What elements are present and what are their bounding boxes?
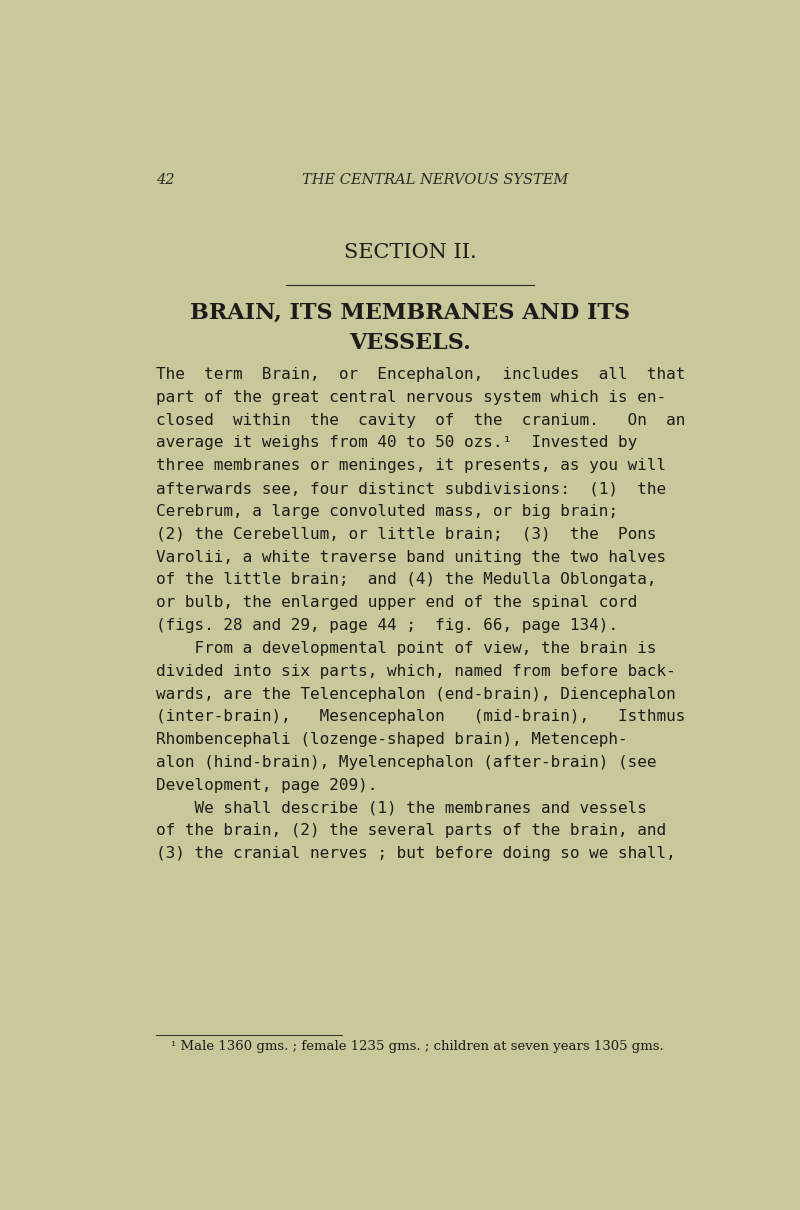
Text: THE CENTRAL NERVOUS SYSTEM: THE CENTRAL NERVOUS SYSTEM [302,173,568,188]
Text: closed  within  the  cavity  of  the  cranium.   On  an: closed within the cavity of the cranium.… [156,413,685,427]
Text: or bulb, the enlarged upper end of the spinal cord: or bulb, the enlarged upper end of the s… [156,595,637,610]
Text: The  term  Brain,  or  Encephalon,  includes  all  that: The term Brain, or Encephalon, includes … [156,367,685,382]
Text: afterwards see, four distinct subdivisions:  (1)  the: afterwards see, four distinct subdivisio… [156,482,666,496]
Text: wards, are the Telencephalon (end-brain), Diencephalon: wards, are the Telencephalon (end-brain)… [156,686,675,702]
Text: BRAIN, ITS MEMBRANES AND ITS: BRAIN, ITS MEMBRANES AND ITS [190,301,630,324]
Text: Rhombencephali (lozenge-shaped brain), Metenceph-: Rhombencephali (lozenge-shaped brain), M… [156,732,627,747]
Text: divided into six parts, which, named from before back-: divided into six parts, which, named fro… [156,664,675,679]
Text: (figs. 28 and 29, page 44 ;  fig. 66, page 134).: (figs. 28 and 29, page 44 ; fig. 66, pag… [156,618,618,633]
Text: VESSELS.: VESSELS. [349,332,471,353]
Text: (inter-brain),   Mesencephalon   (mid-brain),   Isthmus: (inter-brain), Mesencephalon (mid-brain)… [156,709,685,725]
Text: We shall describe (1) the membranes and vessels: We shall describe (1) the membranes and … [156,801,646,816]
Text: SECTION II.: SECTION II. [344,243,476,263]
Text: of the brain, (2) the several parts of the brain, and: of the brain, (2) the several parts of t… [156,824,666,839]
Text: three membranes or meninges, it presents, as you will: three membranes or meninges, it presents… [156,459,666,473]
Text: ¹ Male 1360 gms. ; female 1235 gms. ; children at seven years 1305 gms.: ¹ Male 1360 gms. ; female 1235 gms. ; ch… [171,1039,664,1053]
Text: (2) the Cerebellum, or little brain;  (3)  the  Pons: (2) the Cerebellum, or little brain; (3)… [156,526,656,542]
Text: Cerebrum, a large convoluted mass, or big brain;: Cerebrum, a large convoluted mass, or bi… [156,503,618,519]
Text: Varolii, a white traverse band uniting the two halves: Varolii, a white traverse band uniting t… [156,549,666,565]
Text: average it weighs from 40 to 50 ozs.¹  Invested by: average it weighs from 40 to 50 ozs.¹ In… [156,436,637,450]
Text: Development, page 209).: Development, page 209). [156,778,377,793]
Text: 42: 42 [156,173,174,188]
Text: From a developmental point of view, the brain is: From a developmental point of view, the … [156,641,656,656]
Text: of the little brain;  and (4) the Medulla Oblongata,: of the little brain; and (4) the Medulla… [156,572,656,587]
Text: alon (hind-brain), Myelencephalon (after-brain) (see: alon (hind-brain), Myelencephalon (after… [156,755,656,770]
Text: part of the great central nervous system which is en-: part of the great central nervous system… [156,390,666,405]
Text: (3) the cranial nerves ; but before doing so we shall,: (3) the cranial nerves ; but before doin… [156,846,675,862]
